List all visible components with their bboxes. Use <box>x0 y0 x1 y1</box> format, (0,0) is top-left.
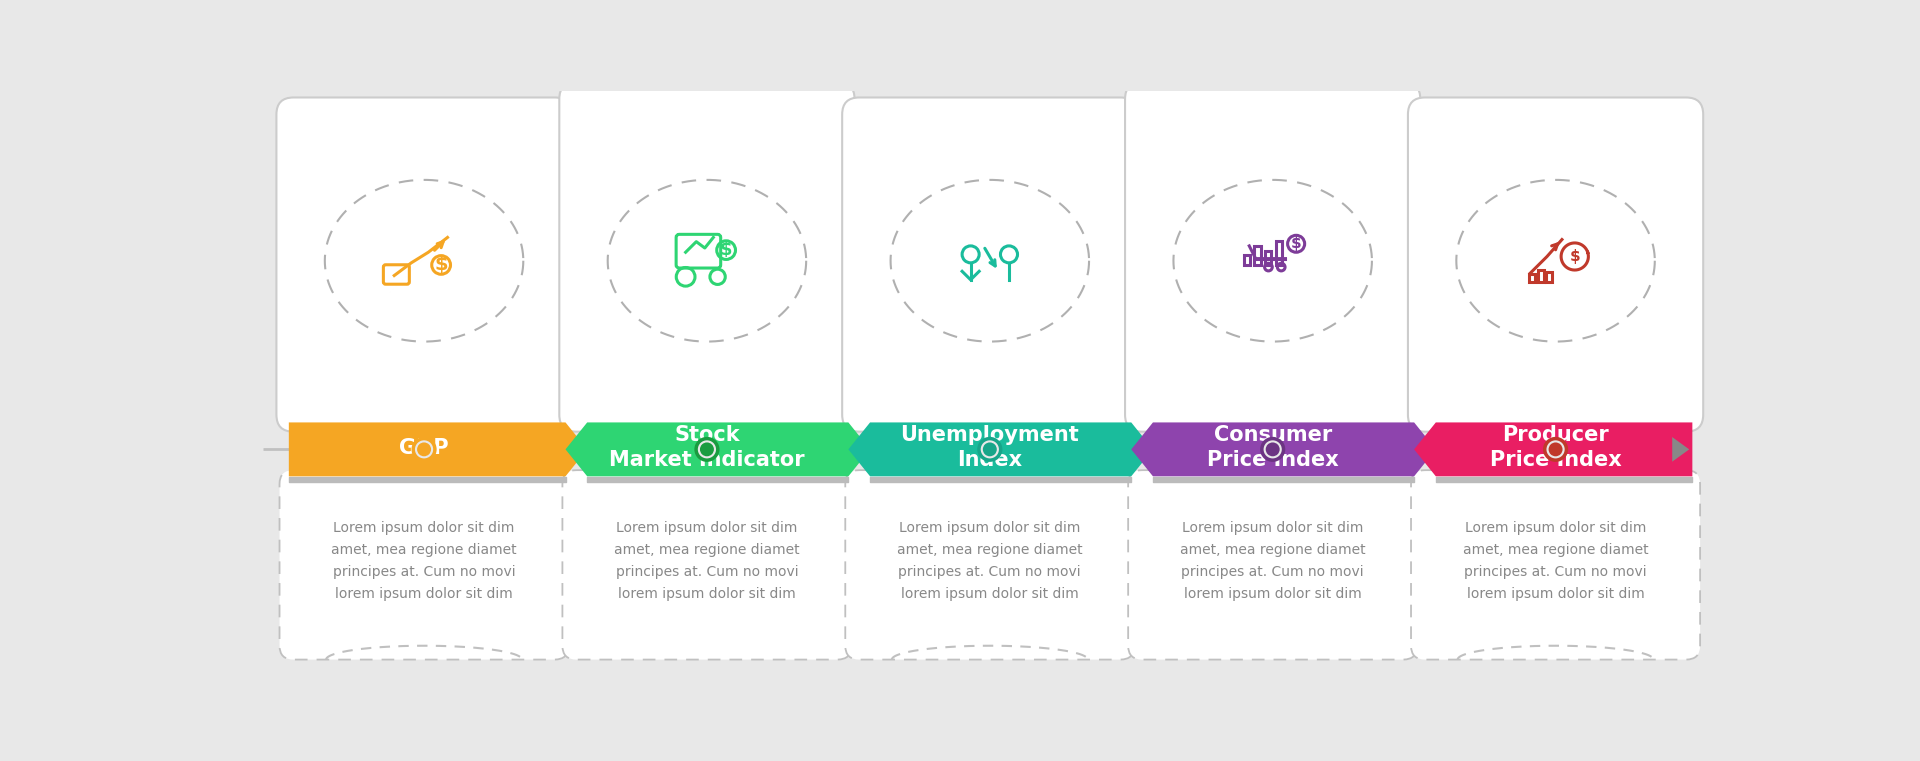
Circle shape <box>1261 438 1284 460</box>
Circle shape <box>413 438 436 460</box>
FancyBboxPatch shape <box>559 82 854 431</box>
Polygon shape <box>288 422 588 476</box>
Circle shape <box>1265 442 1279 457</box>
Text: $: $ <box>1290 236 1302 251</box>
Text: Lorem ipsum dolor sit dim
amet, mea regione diamet
principes at. Cum no movi
lor: Lorem ipsum dolor sit dim amet, mea regi… <box>1181 521 1365 600</box>
Circle shape <box>979 438 1000 460</box>
Text: $: $ <box>720 241 732 260</box>
Circle shape <box>983 442 996 457</box>
FancyBboxPatch shape <box>563 470 851 660</box>
FancyBboxPatch shape <box>276 97 572 431</box>
Text: Unemployment
Index: Unemployment Index <box>900 425 1079 470</box>
FancyBboxPatch shape <box>280 470 568 660</box>
Bar <box>1254 247 1261 265</box>
Text: $: $ <box>1569 249 1580 264</box>
Text: Stock
Market Indicator: Stock Market Indicator <box>609 425 804 470</box>
FancyBboxPatch shape <box>1411 470 1699 660</box>
Polygon shape <box>566 422 870 476</box>
Bar <box>1546 272 1551 282</box>
Circle shape <box>701 442 714 457</box>
Circle shape <box>417 442 430 457</box>
Bar <box>1265 250 1271 265</box>
Text: Consumer
Price Index: Consumer Price Index <box>1208 425 1338 470</box>
Circle shape <box>1549 442 1563 457</box>
FancyBboxPatch shape <box>1129 470 1417 660</box>
Polygon shape <box>1131 422 1436 476</box>
FancyBboxPatch shape <box>1407 97 1703 431</box>
FancyBboxPatch shape <box>843 97 1137 431</box>
Circle shape <box>697 438 718 460</box>
Polygon shape <box>849 422 1152 476</box>
FancyBboxPatch shape <box>666 401 749 463</box>
FancyBboxPatch shape <box>845 470 1135 660</box>
Bar <box>1244 255 1250 265</box>
Bar <box>1538 270 1544 282</box>
FancyBboxPatch shape <box>1125 82 1421 431</box>
Bar <box>1528 275 1536 282</box>
Text: Lorem ipsum dolor sit dim
amet, mea regione diamet
principes at. Cum no movi
lor: Lorem ipsum dolor sit dim amet, mea regi… <box>1463 521 1649 600</box>
Text: GDP: GDP <box>399 438 449 458</box>
Bar <box>1275 241 1283 265</box>
Text: Lorem ipsum dolor sit dim
amet, mea regione diamet
principes at. Cum no movi
lor: Lorem ipsum dolor sit dim amet, mea regi… <box>897 521 1083 600</box>
FancyBboxPatch shape <box>1231 401 1313 463</box>
Text: Producer
Price Index: Producer Price Index <box>1490 425 1620 470</box>
Polygon shape <box>1672 437 1690 462</box>
Text: Lorem ipsum dolor sit dim
amet, mea regione diamet
principes at. Cum no movi
lor: Lorem ipsum dolor sit dim amet, mea regi… <box>332 521 516 600</box>
Text: $: $ <box>434 256 447 275</box>
Text: Lorem ipsum dolor sit dim
amet, mea regione diamet
principes at. Cum no movi
lor: Lorem ipsum dolor sit dim amet, mea regi… <box>614 521 801 600</box>
Polygon shape <box>1415 422 1692 476</box>
Circle shape <box>1546 438 1567 460</box>
